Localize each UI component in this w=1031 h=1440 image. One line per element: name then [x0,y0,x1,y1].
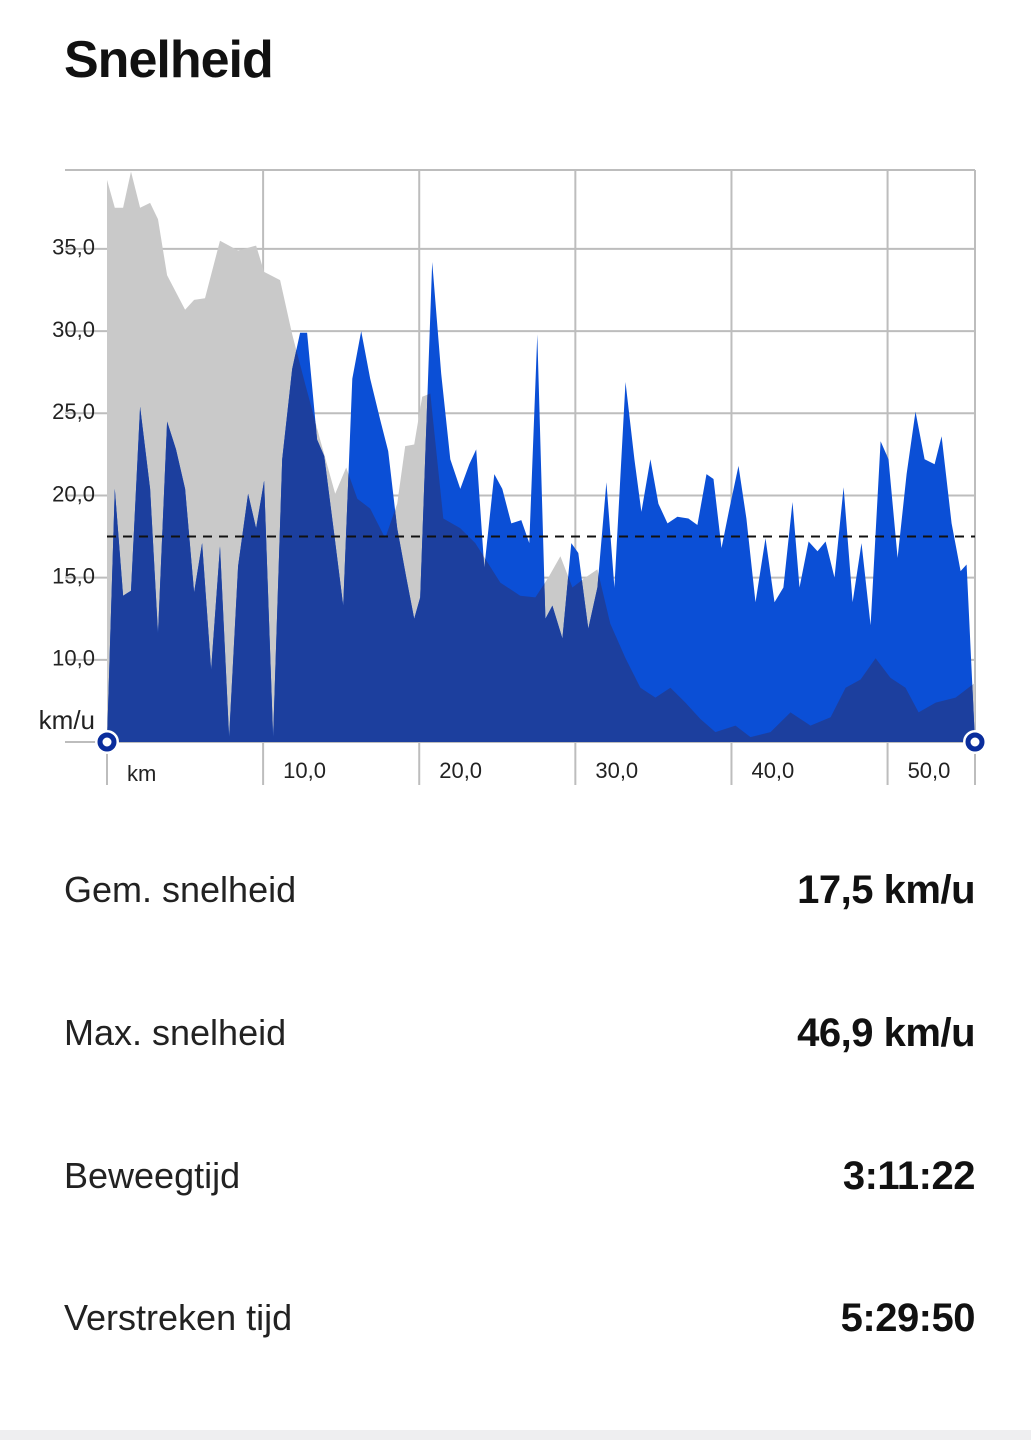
stat-label: Gem. snelheid [64,869,297,910]
stat-value: 46,9 km/u [797,1010,975,1055]
y-tick-label: 30,0 [52,317,95,342]
stat-value: 3:11:22 [842,1153,976,1198]
stat-label: Verstreken tijd [64,1297,293,1338]
stat-label: Max. snelheid [64,1012,287,1053]
y-tick-label: 20,0 [52,481,95,506]
x-axis-label: km [127,761,156,786]
y-tick-label: 15,0 [52,563,95,588]
stat-row: Max. snelheid 46,9 km/u [64,1003,975,1063]
y-tick-label: 10,0 [52,646,95,671]
stat-row: Gem. snelheid 17,5 km/u [64,860,975,920]
x-tick-label: 50,0 [908,758,951,783]
range-handle [965,732,985,752]
y-axis-label: km/u [39,705,95,735]
stat-value: 17,5 km/u [797,867,975,912]
bottom-strip [0,1430,1031,1440]
y-tick-label: 35,0 [52,235,95,260]
y-tick-label: 25,0 [52,399,95,424]
x-tick-label: 40,0 [751,758,794,783]
x-tick-label: 30,0 [595,758,638,783]
x-tick-label: 20,0 [439,758,482,783]
stat-label: Beweegtijd [64,1155,241,1196]
title: Snelheid [64,31,274,89]
range-handle [97,732,117,752]
x-tick-label: 10,0 [283,758,326,783]
chart: 10,0 15,0 20,0 25,0 30,0 35,0 10,0 20,0 30,0 40,0… [39,169,987,786]
stat-value: 5:29:50 [840,1295,976,1340]
stat-row: Beweegtijd 3:11:22 [64,1146,976,1206]
areas [107,171,975,743]
stat-row: Verstreken tijd 5:29:50 [64,1288,976,1348]
overlays: 10,0 15,0 20,0 25,0 30,0 35,0 10,0 20,0 30,0 40,0… [39,235,987,786]
